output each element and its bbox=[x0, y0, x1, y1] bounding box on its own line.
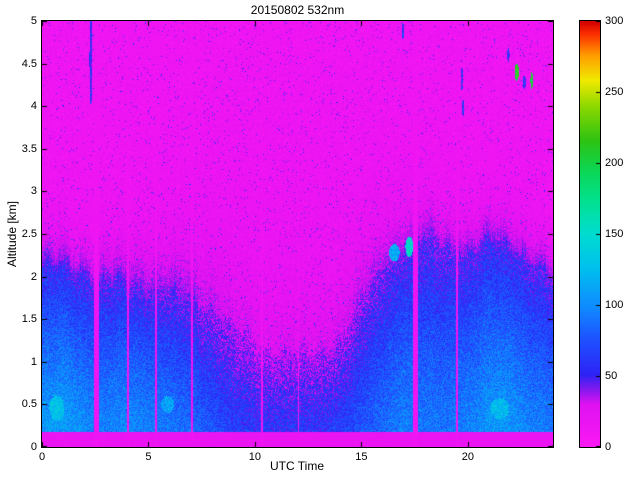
x-axis-label: UTC Time bbox=[270, 459, 324, 473]
plot-title: 20150802 532nm bbox=[250, 3, 345, 17]
y-tick-label: 2 bbox=[30, 270, 37, 283]
x-tick-label: 15 bbox=[355, 451, 368, 463]
x-tick-label: 0 bbox=[38, 451, 46, 463]
y-tick-label: 4.5 bbox=[21, 57, 37, 70]
colorbar-tick-label: 200 bbox=[605, 157, 624, 169]
x-tick-label: 5 bbox=[145, 451, 152, 463]
heatmap-plot bbox=[41, 20, 554, 448]
y-tick-label: 3.5 bbox=[21, 142, 37, 155]
y-tick-label: 1.5 bbox=[21, 313, 37, 326]
y-tick-label: 0.5 bbox=[21, 398, 37, 411]
x-tick-label: 10 bbox=[248, 451, 262, 463]
colorbar-tick-label: 100 bbox=[605, 299, 624, 311]
y-tick-label: 1 bbox=[30, 355, 37, 368]
y-tick-label: 4 bbox=[30, 100, 37, 113]
colorbar-tick-label: 250 bbox=[605, 86, 624, 98]
y-tick-label: 2.5 bbox=[21, 228, 37, 240]
y-tick-label: 0 bbox=[30, 441, 37, 453]
y-axis-label: Altitude [km] bbox=[5, 200, 19, 268]
colorbar-tick-label: 0 bbox=[605, 441, 612, 453]
colorbar-tick-label: 300 bbox=[605, 15, 624, 27]
colorbar-tick-label: 150 bbox=[605, 228, 624, 240]
y-tick-label: 3 bbox=[30, 185, 37, 198]
colorbar-tick-label: 50 bbox=[605, 370, 618, 382]
y-tick-label: 5 bbox=[30, 15, 37, 27]
x-tick-label: 20 bbox=[461, 451, 474, 463]
colorbar bbox=[579, 20, 601, 448]
